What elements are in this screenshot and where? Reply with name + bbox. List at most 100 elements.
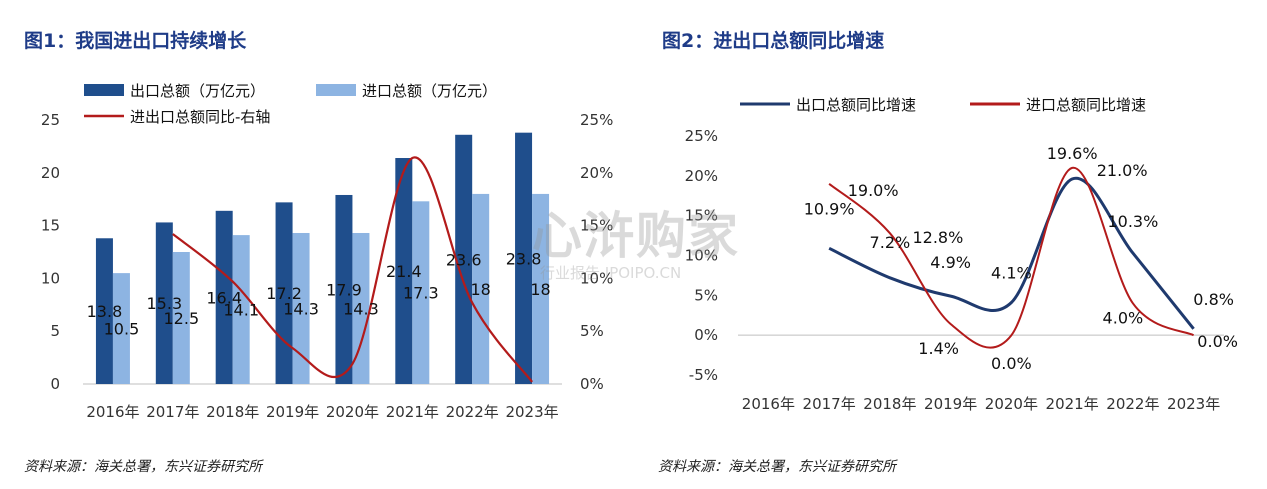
import-bar: [532, 193, 550, 384]
right-legend: 出口总额同比增速 进口总额同比增速: [740, 96, 1146, 114]
right-source-note: 资料来源：海关总署，东兴证券研究所: [658, 459, 896, 475]
import-data-label: 14.3: [283, 299, 319, 318]
x-axis-tick: 2017年: [803, 395, 856, 413]
x-axis-tick: 2022年: [1106, 395, 1159, 413]
export-bar: [275, 202, 293, 384]
export-growth-label: 0.8%: [1193, 290, 1234, 309]
y-axis-tick: 0: [50, 375, 60, 393]
export-data-label: 17.9: [326, 280, 362, 299]
y2-axis-tick: 0%: [580, 375, 604, 393]
yoy-line: [172, 156, 533, 383]
export-growth-line: [828, 176, 1195, 330]
x-axis-tick: 2016年: [86, 403, 139, 421]
legend-label: 出口总额（万亿元）: [130, 82, 265, 100]
x-axis-tick: 2023年: [1167, 395, 1220, 413]
export-growth-label: 19.6%: [1047, 144, 1098, 163]
import-data-label: 12.5: [164, 309, 200, 328]
y-axis-tick: 25%: [685, 127, 718, 145]
export-growth-label: 4.1%: [991, 264, 1032, 283]
y2-axis-tick: 10%: [580, 269, 613, 287]
import-bar: [412, 201, 430, 384]
y-axis-tick: 20%: [685, 167, 718, 185]
export-bar: [335, 194, 353, 384]
y2-axis-tick: 5%: [580, 322, 604, 340]
import-bar: [172, 252, 190, 384]
y-axis-tick: 15: [41, 217, 60, 235]
export-data-label: 23.6: [446, 250, 482, 269]
export-bar: [455, 134, 473, 384]
y-axis-tick: 15%: [685, 207, 718, 225]
export-bar: [155, 222, 173, 384]
y2-axis-tick: 20%: [580, 164, 613, 182]
import-data-label: 14.1: [223, 301, 259, 320]
legend-label: 进口总额（万亿元）: [362, 82, 497, 100]
y2-axis-tick: 25%: [580, 111, 613, 129]
import-bar: [352, 232, 370, 384]
import-bar: [112, 273, 130, 384]
import-growth-label: 1.4%: [918, 339, 959, 358]
export-data-label: 16.4: [206, 288, 242, 307]
right-chart-panel: 图2：进出口总额同比增速 出口总额同比增速 进口总额同比增速 -5% 0% 5% 10% 1…: [640, 0, 1267, 489]
left-chart-title: 图1：我国进出口持续增长: [24, 30, 247, 52]
y-axis-tick: 10: [41, 269, 60, 287]
import-data-label: 18: [530, 280, 550, 299]
legend-label: 进口总额同比增速: [1026, 96, 1146, 114]
y2-axis-tick: 15%: [580, 217, 613, 235]
legend-swatch-bar: [316, 84, 356, 96]
import-bar: [232, 235, 250, 384]
export-bar: [515, 132, 533, 384]
left-legend: 出口总额（万亿元） 进口总额（万亿元） 进出口总额同比-右轴: [84, 82, 497, 126]
export-data-label: 23.8: [506, 249, 542, 268]
export-data-label: 13.8: [87, 302, 123, 321]
left-source-note: 资料来源：海关总署，东兴证券研究所: [24, 459, 262, 475]
import-bar: [292, 232, 310, 384]
x-axis-tick: 2018年: [206, 403, 259, 421]
left-chart-panel: 图1：我国进出口持续增长 出口总额（万亿元） 进口总额（万亿元） 进出口总额同比-右…: [0, 0, 620, 489]
import-growth-label: 0.0%: [991, 354, 1032, 373]
right-line-chart: 出口总额同比增速 进口总额同比增速 -5% 0% 5% 10% 15% 20% 25% 2016年…: [685, 96, 1238, 413]
import-data-label: 17.3: [403, 284, 439, 303]
export-growth-label: 7.2%: [870, 233, 911, 252]
export-bar: [395, 158, 413, 384]
export-bar: [215, 210, 233, 384]
x-axis-tick: 2017年: [146, 403, 199, 421]
y-axis-tick: 0%: [694, 326, 718, 344]
import-data-label: 10.5: [104, 320, 140, 339]
import-growth-label: 21.0%: [1097, 161, 1148, 180]
import-data-label: 18: [471, 280, 491, 299]
x-axis-tick: 2018年: [863, 395, 916, 413]
x-axis-tick: 2023年: [505, 403, 558, 421]
y-axis-tick: 5: [50, 322, 60, 340]
x-axis-tick: 2020年: [985, 395, 1038, 413]
export-bar: [95, 238, 113, 384]
y-axis-tick: 5%: [694, 286, 718, 304]
y-axis-tick: -5%: [689, 366, 718, 384]
import-growth-label: 4.0%: [1103, 308, 1144, 327]
left-combo-chart: 出口总额（万亿元） 进口总额（万亿元） 进出口总额同比-右轴 0 5 10 15 20 25 0%…: [41, 82, 613, 421]
export-data-label: 21.4: [386, 262, 422, 281]
x-axis-tick: 2020年: [326, 403, 379, 421]
y-axis-tick: 20: [41, 164, 60, 182]
right-chart-title: 图2：进出口总额同比增速: [662, 30, 885, 52]
import-growth-label: 0.0%: [1197, 332, 1238, 351]
legend-label: 进出口总额同比-右轴: [130, 108, 270, 126]
import-bar: [472, 193, 490, 384]
import-growth-label: 12.8%: [912, 228, 963, 247]
export-growth-label: 10.9%: [804, 199, 855, 218]
y-axis-tick: 10%: [685, 247, 718, 265]
export-data-label: 17.2: [266, 284, 302, 303]
x-axis-tick: 2021年: [1046, 395, 1099, 413]
x-axis-tick: 2022年: [446, 403, 499, 421]
x-axis-tick: 2019年: [266, 403, 319, 421]
import-growth-line: [828, 166, 1195, 349]
x-axis-tick: 2021年: [386, 403, 439, 421]
export-growth-label: 10.3%: [1107, 212, 1158, 231]
import-data-label: 14.3: [343, 299, 379, 318]
legend-swatch-bar: [84, 84, 124, 96]
legend-label: 出口总额同比增速: [796, 96, 916, 114]
x-axis-tick: 2016年: [742, 395, 795, 413]
y-axis-tick: 25: [41, 111, 60, 129]
export-growth-label: 4.9%: [930, 253, 971, 272]
import-growth-label: 19.0%: [848, 181, 899, 200]
x-axis-tick: 2019年: [924, 395, 977, 413]
